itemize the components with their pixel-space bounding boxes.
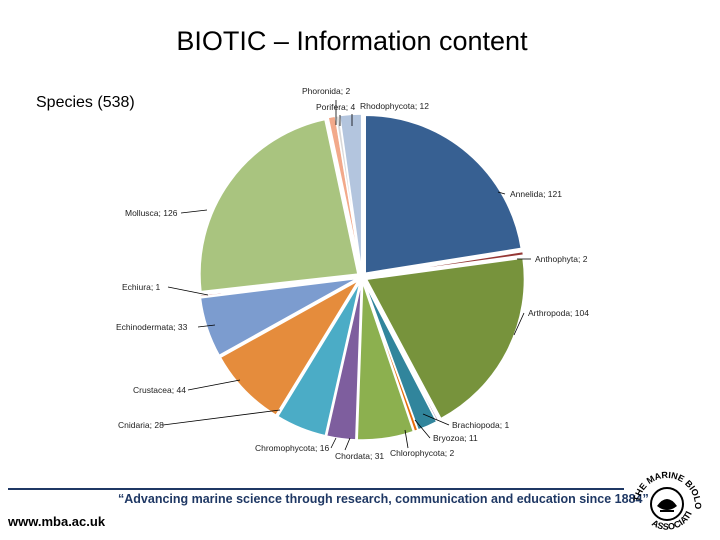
slice-label-mollusca: Mollusca; 126 <box>125 208 178 218</box>
species-total: Species (538) <box>36 94 135 111</box>
leader-line-cnidaria <box>162 409 281 426</box>
slice-label-rhodophycota: Rhodophycota; 12 <box>360 101 429 111</box>
pie-slice-chordata <box>356 281 415 441</box>
pie-slice-echiura <box>199 276 358 298</box>
slice-label-annelida: Annelida; 121 <box>510 189 562 199</box>
pie-slice-chlorophycota <box>362 281 419 433</box>
leader-line-echiura <box>167 286 209 296</box>
slice-label-echiura: Echiura; 1 <box>122 282 161 292</box>
pie-slices <box>199 113 526 441</box>
leader-line-annelida <box>497 191 506 195</box>
pie-slice-phoronida <box>334 114 362 273</box>
mba-logo: THE MARINE BIOLOGICAL ASSOCIATION <box>627 466 703 532</box>
pie-slice-cnidaria <box>276 281 361 437</box>
footer-divider <box>8 488 624 490</box>
footer-url[interactable]: www.mba.ac.uk <box>8 514 106 529</box>
slice-label-anthophyta: Anthophyta; 2 <box>535 254 588 264</box>
leader-line-bryozoa <box>414 419 431 439</box>
slice-label-phoronida: Phoronida; 2 <box>302 86 350 96</box>
slice-label-echinodermata: Echinodermata; 33 <box>116 322 188 332</box>
slice-label-bryozoa: Bryozoa; 11 <box>433 433 478 443</box>
leader-line-chlorophycota <box>404 429 409 449</box>
footer-quote: “Advancing marine science through resear… <box>118 492 649 506</box>
leader-line-crustacea <box>187 379 241 391</box>
pie-slice-mollusca <box>199 118 359 293</box>
pie-slice-arthropoda <box>365 257 526 420</box>
pie-slice-annelida <box>364 114 523 275</box>
pie-slice-crustacea <box>219 278 361 417</box>
leader-line-brachiopoda <box>422 413 450 426</box>
slice-label-arthropoda: Arthropoda; 104 <box>528 308 589 318</box>
leader-line-chromophycota <box>330 437 337 449</box>
leader-line-chordata <box>344 437 351 451</box>
page-title: BIOTIC – Information content <box>176 26 528 56</box>
slice-label-crustacea: Crustacea; 44 <box>133 385 186 395</box>
slice-label-cnidaria: Cnidaria; 28 <box>118 420 164 430</box>
leader-lines <box>162 100 531 451</box>
slice-label-brachiopoda: Brachiopoda; 1 <box>452 420 509 430</box>
leader-line-echinodermata <box>197 324 216 328</box>
pie-slice-chromophycota <box>325 281 363 441</box>
slice-label-chromophycota: Chromophycota; 16 <box>255 443 329 453</box>
slice-label-chordata: Chordata; 31 <box>335 451 384 461</box>
slice-label-porifera: Porifera; 4 <box>316 102 355 112</box>
slice-label-chlorophycota: Chlorophycota; 2 <box>390 448 455 458</box>
leader-line-arthropoda <box>513 312 525 336</box>
pie-slice-anthophyta <box>366 250 525 278</box>
slice-labels: Rhodophycota; 12 Annelida; 121 Anthophyta;… <box>116 86 589 461</box>
leader-line-mollusca <box>180 209 208 214</box>
pie-slice-echinodermata <box>199 277 358 357</box>
